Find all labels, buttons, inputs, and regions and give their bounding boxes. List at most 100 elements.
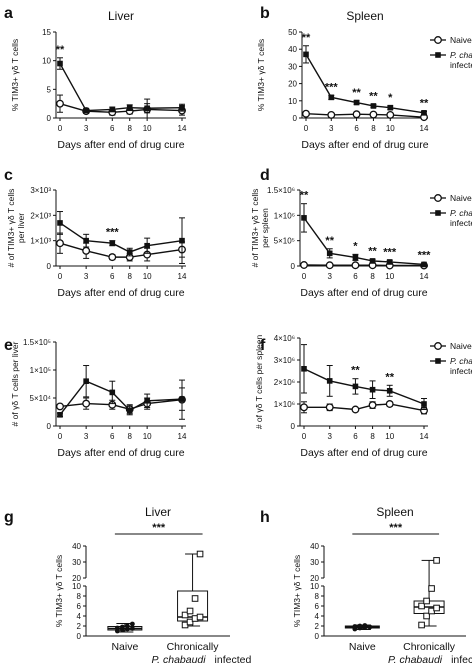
x-tick-label: 14: [420, 432, 429, 441]
series-line: [305, 54, 425, 114]
y-tick-label: 0: [77, 632, 82, 641]
data-point-infected: [57, 412, 63, 418]
panel-letter: g: [4, 509, 14, 526]
data-point-naive: [386, 110, 395, 119]
x-tick-label: 14: [178, 124, 187, 133]
y-axis-title: # of γδ T cells per liver: [10, 341, 20, 426]
x-tick-label: 10: [143, 432, 152, 441]
x-tick-label: 8: [127, 272, 132, 281]
chart-title: Liver: [145, 505, 171, 519]
x-tick-label: 6: [353, 272, 358, 281]
data-point-infected: [109, 240, 116, 246]
chart-title: Spleen: [376, 505, 413, 519]
series-line: [59, 222, 183, 253]
data-point-naive: [129, 626, 135, 631]
data-point-infected: [370, 103, 377, 109]
y-axis-title: % TIM3+ γδ T cells: [292, 555, 302, 627]
data-point-naive: [325, 261, 334, 270]
x-tick-label: 8: [127, 124, 132, 133]
y-tick-label: 3×10⁶: [274, 356, 295, 365]
y-tick-label: 3×10³: [30, 186, 51, 195]
y-tick-label: 2×10³: [30, 211, 51, 220]
y-tick-label: 20: [288, 80, 297, 89]
x-tick-label: 8: [371, 124, 376, 133]
data-point-infected: [186, 607, 194, 615]
legend-label-infected: P. chabaudi: [450, 208, 472, 218]
data-point-naive: [357, 623, 363, 629]
x-tick-label: 6: [110, 124, 115, 133]
chart-title: Liver: [108, 9, 134, 23]
x-tick-label: 3: [84, 432, 89, 441]
series-line: [59, 398, 183, 410]
x-axis-title: Days after end of drug cure: [301, 139, 428, 151]
series-line: [303, 217, 425, 266]
data-point-infected: [196, 550, 204, 558]
data-point-naive: [114, 625, 120, 631]
y-tick-label: 0: [47, 422, 52, 431]
data-point-infected: [421, 401, 427, 407]
y-tick-label: 10: [42, 57, 51, 66]
x-tick-label: 3: [329, 124, 334, 133]
data-point-naive: [367, 624, 373, 630]
y-tick-label: 0: [315, 632, 320, 641]
y-tick-label: 0: [293, 114, 298, 123]
x-tick-label: 14: [420, 124, 429, 133]
legend-marker-infected: [435, 358, 441, 364]
significance-label: *: [388, 92, 393, 104]
y-tick-label: 10: [310, 582, 319, 591]
data-point-naive: [351, 405, 360, 414]
x-tick-label: 0: [58, 432, 63, 441]
series-line: [304, 403, 425, 412]
data-point-naive: [369, 110, 378, 119]
data-point-infected: [83, 378, 89, 384]
x-category-label: P. chabaudi: [152, 654, 207, 666]
x-category-label: Naive: [111, 641, 138, 653]
legend-label-naive: Naive: [450, 193, 472, 203]
data-point-naive: [56, 99, 64, 108]
legend-label-infected: P. chabaudi: [450, 50, 472, 60]
x-tick-label: 6: [110, 272, 115, 281]
data-point-naive: [302, 109, 310, 118]
data-point-naive: [351, 261, 360, 270]
data-point-naive: [124, 623, 130, 629]
data-point-infected: [303, 51, 309, 58]
data-point-infected: [301, 215, 307, 221]
legend-label-naive: Naive: [450, 35, 472, 45]
y-tick-label: 30: [72, 558, 81, 567]
significance-label: **: [302, 32, 311, 44]
data-point-infected: [433, 557, 440, 564]
y-axis-title: % TIM3+ γδ T cells: [256, 39, 266, 111]
x-tick-label: 6: [354, 124, 359, 133]
panel-letter: f: [260, 337, 266, 354]
x-tick-label: 10: [143, 124, 152, 133]
significance-label: ***: [418, 249, 432, 261]
x-axis-title: Days after end of drug cure: [57, 287, 184, 299]
y-tick-label: 8: [315, 592, 320, 601]
legend-marker-naive: [434, 194, 442, 202]
significance-label: **: [352, 87, 361, 99]
y-tick-label: 1×10³: [30, 237, 51, 246]
significance-label: **: [56, 44, 65, 56]
significance-label: **: [385, 371, 394, 383]
x-category-label: Naive: [349, 641, 376, 653]
significance-label: **: [351, 365, 360, 377]
series-line: [59, 102, 183, 113]
y-tick-label: 40: [72, 542, 81, 551]
data-point-infected: [126, 104, 133, 111]
y-tick-label: 40: [310, 542, 319, 551]
data-point-naive: [300, 261, 308, 269]
data-point-infected: [109, 389, 116, 396]
legend-marker-infected: [435, 210, 441, 216]
panel-letter: e: [4, 337, 13, 354]
x-tick-label: 14: [420, 272, 429, 281]
legend-label-naive: Naive: [450, 341, 472, 351]
data-point-infected: [144, 242, 150, 249]
data-point-infected: [328, 94, 335, 101]
data-point-naive: [56, 239, 64, 248]
series-line: [59, 63, 183, 112]
y-tick-label: 30: [288, 62, 297, 71]
x-tick-label: 3: [327, 272, 332, 281]
data-point-infected: [326, 250, 333, 257]
y-tick-label: 0: [291, 262, 296, 271]
